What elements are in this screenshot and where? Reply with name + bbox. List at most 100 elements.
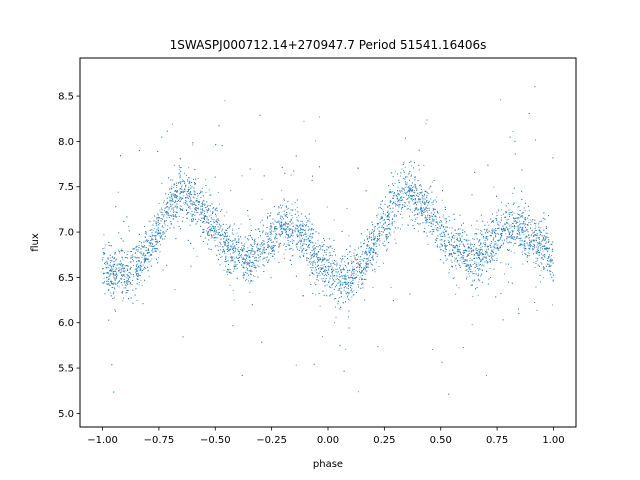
data-point — [313, 247, 315, 249]
data-point — [140, 268, 142, 270]
data-point — [353, 269, 355, 270]
data-point — [485, 242, 487, 244]
data-point — [152, 243, 154, 245]
data-point — [252, 280, 254, 282]
data-point — [240, 236, 242, 238]
data-point — [267, 253, 269, 255]
data-point — [539, 265, 540, 267]
data-point — [313, 260, 315, 262]
data-point — [521, 251, 523, 253]
data-point — [131, 267, 133, 269]
data-point — [216, 219, 218, 221]
data-point — [352, 269, 354, 271]
data-point — [432, 208, 434, 209]
data-point — [348, 276, 350, 278]
data-point — [522, 263, 524, 265]
data-point — [120, 282, 122, 283]
data-point — [428, 188, 430, 190]
data-point — [140, 275, 141, 277]
data-point — [546, 247, 548, 249]
data-point — [338, 289, 340, 291]
data-point — [403, 202, 405, 203]
data-point — [355, 273, 357, 275]
data-point — [502, 229, 504, 231]
data-point — [169, 198, 171, 200]
data-point — [439, 246, 441, 248]
data-point — [434, 212, 435, 214]
data-point — [118, 286, 120, 288]
data-point — [161, 182, 163, 184]
data-point — [491, 250, 493, 252]
data-point — [346, 287, 348, 289]
data-point — [143, 252, 145, 254]
data-point — [456, 261, 458, 263]
data-point — [242, 272, 244, 274]
data-point — [188, 190, 189, 192]
data-point — [528, 215, 530, 217]
data-point — [440, 235, 441, 237]
data-point — [212, 207, 214, 209]
data-point — [318, 280, 320, 282]
data-point — [162, 225, 163, 227]
data-point — [207, 206, 208, 207]
data-point — [337, 290, 339, 291]
data-point — [242, 256, 244, 258]
data-point — [404, 166, 406, 168]
data-point — [360, 267, 362, 269]
data-point — [329, 266, 331, 268]
data-point — [543, 267, 545, 269]
data-point — [211, 218, 213, 220]
data-point — [455, 258, 457, 260]
data-point — [379, 231, 381, 233]
data-point — [250, 280, 252, 282]
data-point — [201, 211, 203, 213]
data-point — [503, 229, 505, 231]
data-point — [216, 237, 218, 239]
data-point — [368, 248, 370, 250]
data-point — [285, 225, 287, 227]
data-point — [527, 229, 529, 231]
data-point — [129, 250, 131, 252]
data-point — [141, 242, 143, 244]
data-point — [547, 232, 549, 234]
data-point — [246, 262, 248, 264]
data-point — [452, 245, 454, 247]
data-point — [109, 270, 110, 272]
data-point — [388, 185, 390, 187]
data-point — [138, 245, 140, 246]
data-point — [152, 247, 154, 249]
data-point — [451, 227, 453, 229]
data-point — [420, 209, 422, 211]
data-point — [291, 264, 292, 265]
data-point — [156, 225, 158, 227]
data-point — [143, 258, 145, 260]
data-point — [373, 231, 375, 233]
data-point — [289, 221, 291, 223]
data-point — [377, 254, 379, 256]
data-point — [287, 241, 289, 243]
data-point — [454, 277, 456, 279]
data-point — [437, 246, 439, 248]
data-point — [549, 254, 550, 256]
data-point — [172, 179, 173, 181]
data-point — [538, 239, 540, 241]
data-point — [194, 193, 195, 195]
data-point — [318, 293, 320, 294]
data-point — [477, 269, 479, 271]
data-point — [513, 226, 515, 228]
data-point — [211, 235, 213, 237]
data-point — [540, 243, 542, 245]
data-point — [423, 207, 425, 209]
data-point — [402, 178, 404, 179]
data-point — [279, 229, 281, 231]
data-point — [543, 238, 545, 240]
data-point — [143, 247, 145, 249]
data-point — [290, 228, 292, 230]
data-point — [386, 218, 388, 220]
data-point — [237, 248, 239, 250]
data-point — [130, 257, 132, 259]
data-point — [124, 257, 126, 259]
data-point — [430, 225, 432, 227]
data-point — [231, 256, 233, 258]
data-point — [343, 287, 345, 289]
